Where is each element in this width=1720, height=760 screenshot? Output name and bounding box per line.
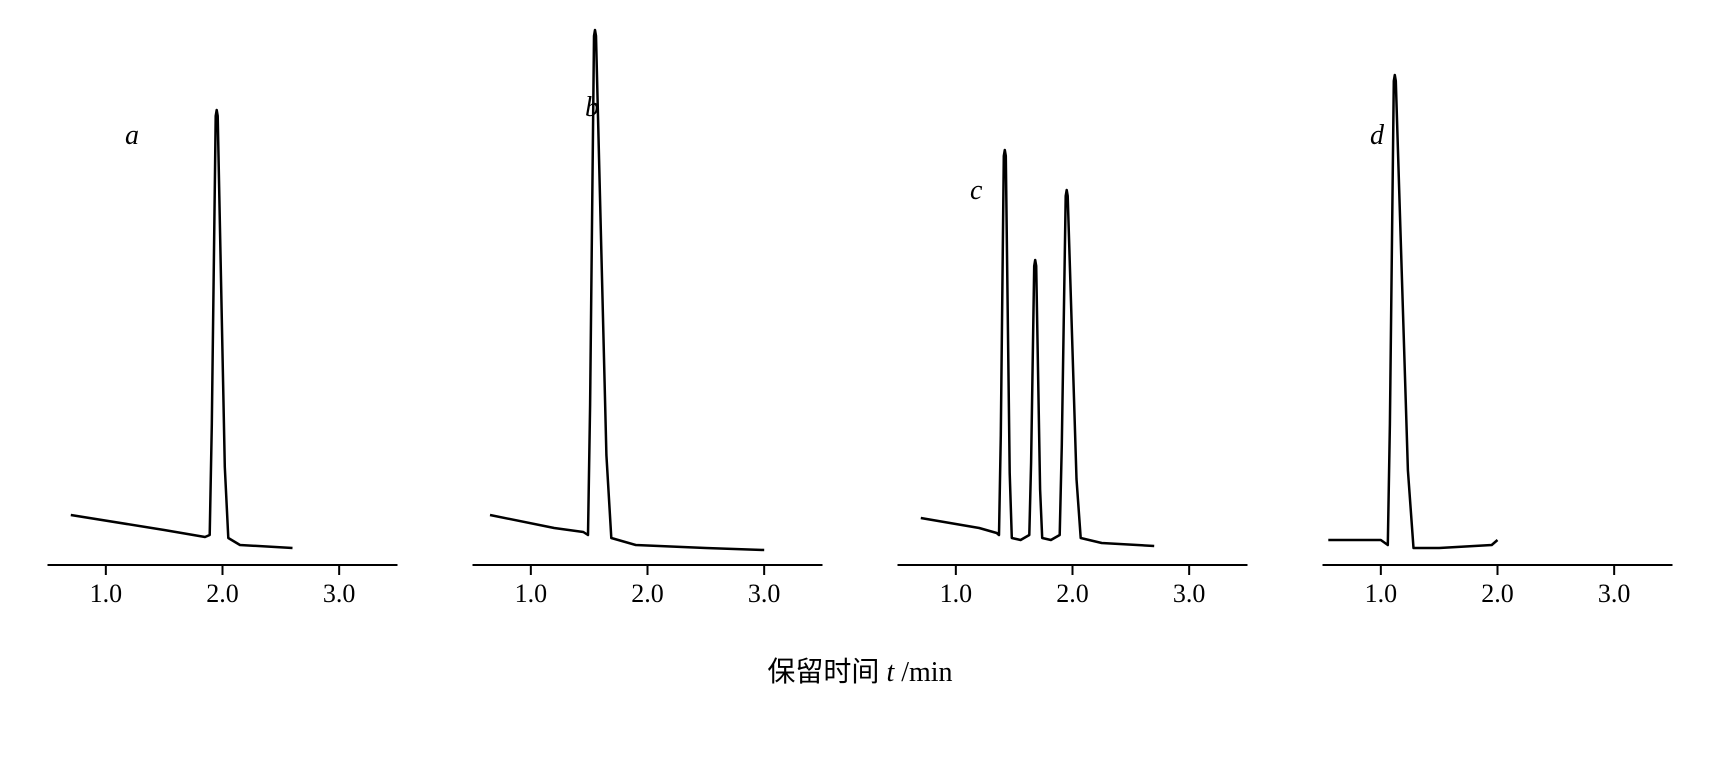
x-tick-label: 2.0: [1481, 579, 1514, 608]
panel-label-c: c: [970, 175, 982, 207]
x-tick-label: 1.0: [515, 579, 548, 608]
panel-label-a: a: [125, 120, 139, 152]
x-tick-label: 1.0: [90, 579, 123, 608]
x-axis-title: 保留时间 t /min: [767, 650, 952, 690]
x-tick-label: 3.0: [323, 579, 356, 608]
chromatogram-trace: [921, 150, 1154, 546]
chromatogram-svg: 1.0 2.0 3.0: [870, 20, 1275, 640]
chromatogram-panel-c: 1.0 2.0 3.0 c: [870, 20, 1275, 640]
chromatogram-panel-b: 1.0 2.0 3.0 b: [445, 20, 850, 640]
x-tick-label: 3.0: [1598, 579, 1631, 608]
chromatogram-svg: 1.0 2.0 3.0: [1295, 20, 1700, 640]
x-tick-label: 1.0: [940, 579, 973, 608]
x-tick-label: 1.0: [1365, 579, 1398, 608]
axis-title-prefix: 保留时间: [767, 657, 886, 688]
chromatogram-panel-d: 1.0 2.0 3.0 d: [1295, 20, 1700, 640]
chromatogram-trace: [490, 30, 764, 550]
panel-label-d: d: [1370, 120, 1384, 152]
chromatogram-svg: 1.0 2.0 3.0: [20, 20, 425, 640]
chromatogram-trace: [71, 110, 293, 548]
x-tick-label: 2.0: [206, 579, 239, 608]
figure-container: 1.0 2.0 3.0 a 1.0 2.0 3.0 b 1.0 2.0 3.0 c 1.0 2.0 3.0 d…: [20, 20, 1700, 690]
chromatogram-svg: 1.0 2.0 3.0: [445, 20, 850, 640]
axis-title-suffix: /min: [894, 657, 952, 688]
x-tick-label: 2.0: [631, 579, 664, 608]
chromatogram-trace: [1328, 75, 1497, 548]
panel-label-b: b: [585, 92, 599, 124]
x-tick-label: 3.0: [1173, 579, 1206, 608]
chromatogram-panels: 1.0 2.0 3.0 a 1.0 2.0 3.0 b 1.0 2.0 3.0 c 1.0 2.0 3.0 d: [20, 20, 1700, 640]
chromatogram-panel-a: 1.0 2.0 3.0 a: [20, 20, 425, 640]
x-tick-label: 2.0: [1056, 579, 1089, 608]
x-tick-label: 3.0: [748, 579, 781, 608]
